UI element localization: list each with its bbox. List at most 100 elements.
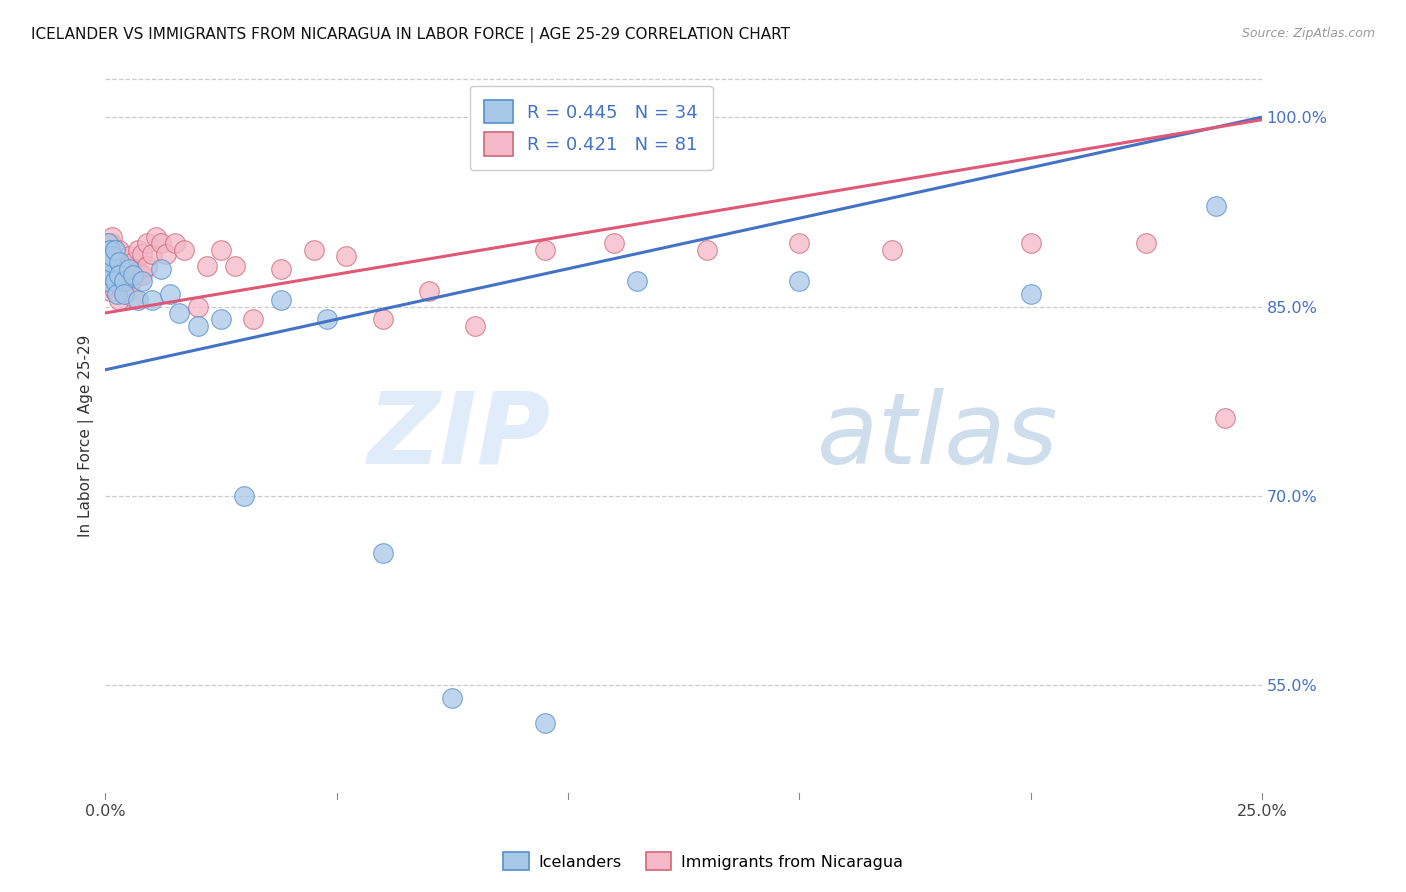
Point bbox=[149, 261, 172, 276]
Point bbox=[302, 243, 325, 257]
Point bbox=[98, 243, 121, 257]
Point bbox=[98, 236, 121, 251]
Point bbox=[131, 274, 153, 288]
Point bbox=[96, 274, 118, 288]
Point bbox=[534, 716, 557, 731]
Point bbox=[169, 306, 191, 320]
Point bbox=[105, 264, 128, 278]
Text: ICELANDER VS IMMIGRANTS FROM NICARAGUA IN LABOR FORCE | AGE 25-29 CORRELATION CH: ICELANDER VS IMMIGRANTS FROM NICARAGUA I… bbox=[31, 27, 790, 43]
Point bbox=[117, 261, 139, 276]
Point bbox=[97, 236, 120, 251]
Point bbox=[97, 236, 120, 251]
Point bbox=[787, 236, 810, 251]
Point bbox=[97, 243, 120, 257]
Point bbox=[127, 264, 149, 278]
Point bbox=[98, 246, 121, 260]
Point bbox=[141, 293, 163, 308]
Point bbox=[98, 236, 121, 251]
Point bbox=[97, 236, 120, 251]
Point bbox=[335, 249, 357, 263]
Point bbox=[209, 243, 232, 257]
Point bbox=[464, 318, 486, 333]
Point bbox=[98, 274, 121, 288]
Point bbox=[110, 268, 132, 282]
Point bbox=[880, 243, 903, 257]
Point bbox=[110, 285, 132, 299]
Point bbox=[97, 261, 120, 276]
Point bbox=[145, 230, 167, 244]
Point bbox=[155, 246, 177, 260]
Point bbox=[136, 236, 159, 251]
Point bbox=[100, 255, 122, 269]
Point bbox=[104, 274, 127, 288]
Point bbox=[105, 287, 128, 301]
Point bbox=[98, 252, 121, 266]
Point bbox=[159, 287, 181, 301]
Point bbox=[96, 243, 118, 257]
Point bbox=[187, 300, 209, 314]
Point bbox=[117, 285, 139, 299]
Point bbox=[131, 268, 153, 282]
Point bbox=[149, 236, 172, 251]
Point bbox=[127, 293, 149, 308]
Text: ZIP: ZIP bbox=[367, 387, 551, 484]
Point bbox=[1135, 236, 1157, 251]
Point bbox=[316, 312, 339, 326]
Point bbox=[100, 243, 122, 257]
Point bbox=[122, 255, 145, 269]
Point bbox=[108, 293, 131, 308]
Point bbox=[108, 255, 131, 269]
Point bbox=[104, 243, 127, 257]
Point bbox=[112, 285, 135, 299]
Point bbox=[270, 293, 292, 308]
Point bbox=[98, 252, 121, 266]
Point bbox=[371, 312, 394, 326]
Point bbox=[98, 285, 121, 299]
Point bbox=[534, 243, 557, 257]
Point bbox=[112, 264, 135, 278]
Text: Source: ZipAtlas.com: Source: ZipAtlas.com bbox=[1241, 27, 1375, 40]
Point bbox=[96, 243, 118, 257]
Point bbox=[242, 312, 264, 326]
Point bbox=[141, 246, 163, 260]
Point bbox=[97, 249, 120, 263]
Point bbox=[787, 274, 810, 288]
Point bbox=[96, 236, 118, 251]
Point bbox=[97, 255, 120, 269]
Point bbox=[163, 236, 186, 251]
Point bbox=[173, 243, 195, 257]
Point bbox=[603, 236, 626, 251]
Point bbox=[1213, 410, 1236, 425]
Point bbox=[418, 285, 440, 299]
Point bbox=[108, 255, 131, 269]
Point bbox=[195, 259, 218, 273]
Point bbox=[98, 268, 121, 282]
Point bbox=[98, 236, 121, 251]
Point bbox=[104, 255, 127, 269]
Point bbox=[100, 252, 122, 266]
Point bbox=[101, 255, 124, 269]
Point bbox=[270, 261, 292, 276]
Point bbox=[224, 259, 246, 273]
Text: atlas: atlas bbox=[817, 387, 1059, 484]
Point bbox=[104, 261, 127, 276]
Point bbox=[100, 255, 122, 269]
Point bbox=[1019, 287, 1042, 301]
Point bbox=[441, 691, 464, 706]
Point bbox=[117, 249, 139, 263]
Point bbox=[112, 287, 135, 301]
Legend: R = 0.445   N = 34, R = 0.421   N = 81: R = 0.445 N = 34, R = 0.421 N = 81 bbox=[470, 86, 713, 170]
Point bbox=[98, 243, 121, 257]
Y-axis label: In Labor Force | Age 25-29: In Labor Force | Age 25-29 bbox=[79, 334, 94, 537]
Point bbox=[104, 243, 127, 257]
Point bbox=[112, 252, 135, 266]
Point bbox=[1205, 198, 1227, 212]
Point bbox=[108, 259, 131, 273]
Point bbox=[101, 268, 124, 282]
Point bbox=[108, 243, 131, 257]
Point bbox=[1019, 236, 1042, 251]
Legend: Icelanders, Immigrants from Nicaragua: Icelanders, Immigrants from Nicaragua bbox=[496, 846, 910, 877]
Point bbox=[115, 274, 138, 288]
Point bbox=[105, 246, 128, 260]
Point bbox=[112, 274, 135, 288]
